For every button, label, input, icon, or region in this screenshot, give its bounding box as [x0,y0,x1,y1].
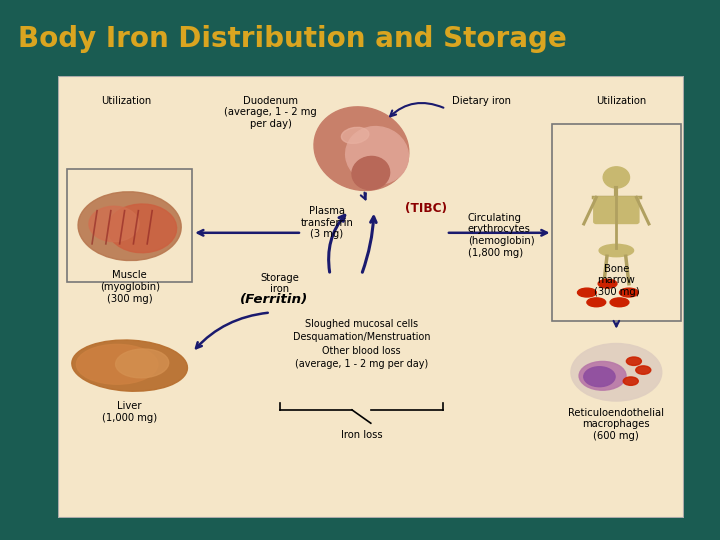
Ellipse shape [89,206,139,242]
Text: Duodenum
(average, 1 - 2 mg
per day): Duodenum (average, 1 - 2 mg per day) [224,96,317,129]
Ellipse shape [108,204,176,253]
FancyBboxPatch shape [594,197,639,224]
Text: Plasma
transferrin
(3 mg): Plasma transferrin (3 mg) [300,206,354,239]
FancyBboxPatch shape [67,168,192,281]
Ellipse shape [571,343,662,401]
Text: (Ferritin): (Ferritin) [240,293,308,306]
Ellipse shape [626,357,642,366]
Ellipse shape [603,167,629,188]
Ellipse shape [584,367,615,387]
Ellipse shape [636,366,651,374]
Ellipse shape [314,107,409,191]
Text: Utilization: Utilization [596,96,647,105]
FancyBboxPatch shape [58,76,684,518]
Ellipse shape [579,361,626,390]
Text: Storage
iron: Storage iron [261,273,300,294]
Ellipse shape [610,298,629,307]
Ellipse shape [587,298,606,307]
Text: Reticuloendothelial
macrophages
(600 mg): Reticuloendothelial macrophages (600 mg) [568,408,665,441]
Text: Circulating
erythrocytes
(hemoglobin)
(1,800 mg): Circulating erythrocytes (hemoglobin) (1… [468,213,534,258]
Ellipse shape [352,157,390,190]
Ellipse shape [619,288,638,297]
Ellipse shape [599,244,634,256]
FancyBboxPatch shape [552,124,681,321]
Ellipse shape [72,340,187,392]
Ellipse shape [341,127,369,144]
Ellipse shape [598,279,617,288]
Text: Body Iron Distribution and Storage: Body Iron Distribution and Storage [18,25,567,52]
Text: Muscle
(myoglobin)
(300 mg): Muscle (myoglobin) (300 mg) [99,271,160,303]
Text: Liver
(1,000 mg): Liver (1,000 mg) [102,401,157,423]
Text: Bone
marrow
(300 mg): Bone marrow (300 mg) [593,264,639,297]
Ellipse shape [116,349,168,378]
Ellipse shape [76,345,158,384]
Ellipse shape [78,192,181,260]
Ellipse shape [577,288,596,297]
Text: Iron loss: Iron loss [341,430,382,440]
Text: Dietary iron: Dietary iron [452,96,511,105]
Ellipse shape [346,126,408,184]
Text: Sloughed mucosal cells
Desquamation/Menstruation
Other blood loss
(average, 1 - : Sloughed mucosal cells Desquamation/Mens… [292,319,430,369]
Text: Utilization: Utilization [102,96,152,105]
Ellipse shape [624,377,638,386]
Text: (TIBC): (TIBC) [405,202,447,215]
